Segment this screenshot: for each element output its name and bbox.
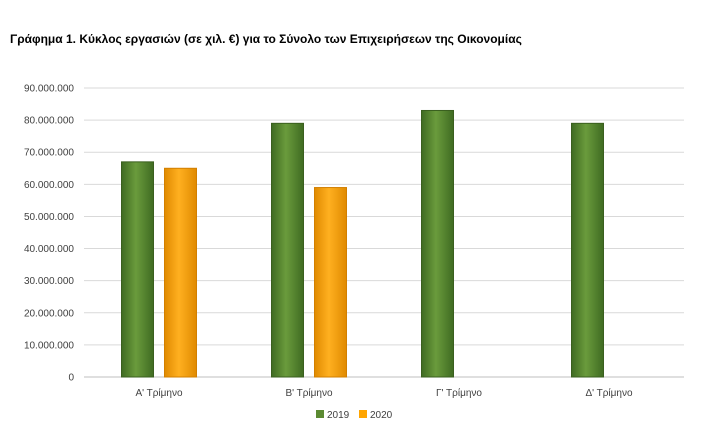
bar-2019-2 <box>421 109 454 378</box>
bars <box>121 109 604 378</box>
x-tick-label: Α' Τρίμηνο <box>135 387 183 399</box>
y-tick-label: 10.000.000 <box>24 340 74 351</box>
y-tick-label: 60.000.000 <box>24 180 74 191</box>
y-tick-label: 50.000.000 <box>24 212 74 223</box>
legend-label-2020: 2020 <box>370 410 393 421</box>
y-tick-label: 30.000.000 <box>24 276 74 287</box>
bar-2019-3 <box>571 122 604 378</box>
y-tick-label: 90.000.000 <box>24 84 74 95</box>
chart-title: Γράφημα 1. Κύκλος εργασιών (σε χιλ. €) γ… <box>10 32 522 46</box>
y-axis: 0 10.000.000 20.000.000 30.000.000 40.000.00… <box>24 84 75 384</box>
legend-swatch-2019 <box>316 410 324 418</box>
y-tick-label: 20.000.000 <box>24 308 74 319</box>
bar-2020-1 <box>314 187 347 378</box>
legend-label-2019: 2019 <box>327 410 350 421</box>
y-tick-label: 40.000.000 <box>24 244 74 255</box>
bar-2019-1 <box>271 122 304 378</box>
legend-swatch-2020 <box>359 410 367 418</box>
bar-2019-0 <box>121 161 154 378</box>
y-tick-label: 0 <box>68 373 74 384</box>
bar-2020-0 <box>164 167 197 378</box>
x-tick-label: Δ' Τρίμηνο <box>585 387 633 399</box>
x-axis: Α' Τρίμηνο Β' Τρίμηνο Γ' Τρίμηνο Δ' Τρίμηνο <box>135 387 633 399</box>
x-tick-label: Γ' Τρίμηνο <box>436 387 482 399</box>
y-tick-label: 80.000.000 <box>24 116 74 127</box>
y-tick-label: 70.000.000 <box>24 148 74 159</box>
x-tick-label: Β' Τρίμηνο <box>285 387 333 399</box>
legend: 2019 2020 <box>316 410 393 421</box>
